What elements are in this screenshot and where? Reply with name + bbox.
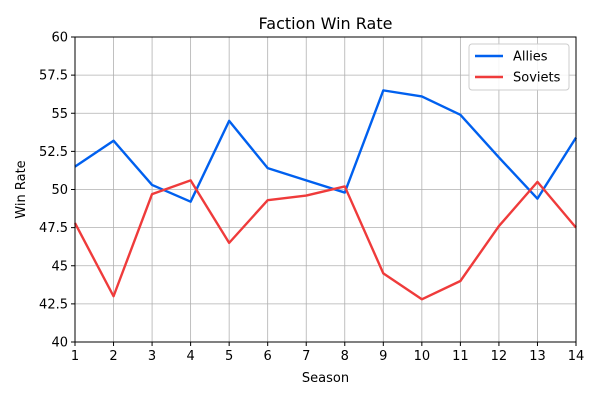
x-tick-label: 1: [71, 349, 79, 364]
y-tick-label: 45: [51, 259, 68, 274]
x-tick-label: 2: [109, 349, 117, 364]
y-tick-label: 47.5: [39, 221, 68, 236]
x-axis-label: Season: [302, 371, 349, 386]
x-tick-label: 9: [379, 349, 387, 364]
x-tick-label: 3: [148, 349, 156, 364]
chart-title: Faction Win Rate: [259, 14, 393, 33]
y-axis-ticks: 40 42.5 45 47.5 50 52.5 55 57.5 60: [39, 31, 75, 351]
x-tick-label: 10: [414, 349, 431, 364]
y-tick-label: 55: [51, 107, 68, 122]
x-tick-label: 12: [491, 349, 508, 364]
x-tick-label: 11: [452, 349, 469, 364]
y-tick-label: 40: [51, 336, 68, 351]
x-tick-label: 6: [264, 349, 272, 364]
y-axis-label: Win Rate: [14, 160, 29, 218]
x-tick-label: 4: [186, 349, 194, 364]
x-axis-ticks: 1 2 3 4 5 6 7 8 9 10 11 12 13 14: [71, 342, 584, 364]
legend-label-allies: Allies: [513, 50, 548, 65]
x-tick-label: 8: [341, 349, 349, 364]
y-tick-label: 60: [51, 31, 68, 46]
x-tick-label: 7: [302, 349, 310, 364]
series-line-soviets: [73, 179, 577, 301]
x-tick-label: 14: [568, 349, 585, 364]
y-tick-label: 52.5: [39, 145, 68, 160]
series-layer: [73, 89, 578, 301]
legend-label-soviets: Soviets: [513, 71, 561, 86]
series-line-allies: [74, 89, 578, 203]
x-tick-label: 13: [529, 349, 546, 364]
y-tick-label: 42.5: [39, 297, 68, 312]
y-tick-label: 50: [51, 183, 68, 198]
legend: Allies Soviets: [468, 43, 570, 91]
y-tick-label: 57.5: [39, 69, 68, 84]
x-tick-label: 5: [225, 349, 233, 364]
